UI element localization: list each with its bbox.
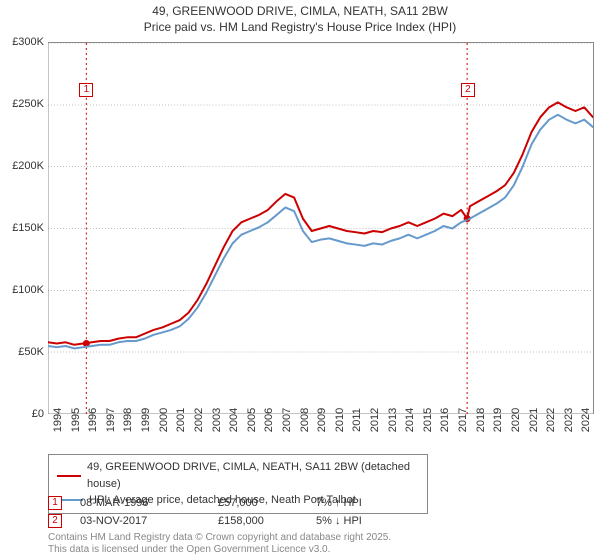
x-tick-label: 2012 xyxy=(369,408,381,432)
transaction-marker-badge: 1 xyxy=(48,496,62,510)
y-tick-label: £300K xyxy=(12,36,44,48)
footer-line1: Contains HM Land Registry data © Crown c… xyxy=(48,532,391,544)
x-tick-label: 1998 xyxy=(122,408,134,432)
x-tick-label: 2021 xyxy=(528,408,540,432)
x-tick-label: 2009 xyxy=(316,408,328,432)
x-tick-label: 1997 xyxy=(105,408,117,432)
x-tick-label: 1995 xyxy=(70,408,82,432)
chart-marker-badge: 2 xyxy=(461,83,475,97)
chart-plot-area: 12 xyxy=(48,42,594,414)
y-tick-label: £150K xyxy=(12,222,44,234)
y-tick-label: £250K xyxy=(12,98,44,110)
transaction-pct: 5% ↓ HPI xyxy=(316,515,416,527)
x-tick-label: 2013 xyxy=(387,408,399,432)
x-tick-label: 2002 xyxy=(193,408,205,432)
x-tick-label: 2024 xyxy=(580,408,592,432)
x-tick-label: 2001 xyxy=(175,408,187,432)
x-tick-label: 2018 xyxy=(475,408,487,432)
transaction-price: £158,000 xyxy=(218,515,298,527)
chart-container: 49, GREENWOOD DRIVE, CIMLA, NEATH, SA11 … xyxy=(0,0,600,560)
x-tick-label: 1996 xyxy=(87,408,99,432)
footer-attribution: Contains HM Land Registry data © Crown c… xyxy=(48,532,391,556)
legend-swatch xyxy=(57,475,81,477)
transaction-table: 1 08-MAR-1996 £57,000 7% ↑ HPI 2 03-NOV-2017 £… xyxy=(48,494,578,530)
x-tick-label: 2017 xyxy=(457,408,469,432)
x-tick-label: 2003 xyxy=(211,408,223,432)
x-tick-label: 2015 xyxy=(422,408,434,432)
x-tick-label: 2016 xyxy=(439,408,451,432)
x-tick-label: 2007 xyxy=(281,408,293,432)
footer-line2: This data is licensed under the Open Gov… xyxy=(48,544,391,556)
x-tick-label: 2008 xyxy=(299,408,311,432)
transaction-pct: 7% ↑ HPI xyxy=(316,497,416,509)
x-axis: 1994199519961997199819992000200120022003… xyxy=(48,414,594,454)
x-tick-label: 2000 xyxy=(158,408,170,432)
chart-svg xyxy=(48,43,593,414)
y-tick-label: £200K xyxy=(12,160,44,172)
x-tick-label: 2011 xyxy=(351,408,363,432)
chart-title-line1: 49, GREENWOOD DRIVE, CIMLA, NEATH, SA11 … xyxy=(0,0,600,20)
legend-label: 49, GREENWOOD DRIVE, CIMLA, NEATH, SA11 … xyxy=(87,459,419,492)
x-tick-label: 2005 xyxy=(246,408,258,432)
transaction-row: 1 08-MAR-1996 £57,000 7% ↑ HPI xyxy=(48,494,578,512)
y-tick-label: £0 xyxy=(32,408,44,420)
chart-title-line2: Price paid vs. HM Land Registry's House … xyxy=(0,20,600,36)
x-tick-label: 2022 xyxy=(545,408,557,432)
x-tick-label: 2004 xyxy=(228,408,240,432)
transaction-date: 08-MAR-1996 xyxy=(80,497,200,509)
transaction-price: £57,000 xyxy=(218,497,298,509)
transaction-date: 03-NOV-2017 xyxy=(80,515,200,527)
x-tick-label: 2010 xyxy=(334,408,346,432)
x-tick-label: 1999 xyxy=(140,408,152,432)
x-tick-label: 2014 xyxy=(404,408,416,432)
x-tick-label: 1994 xyxy=(52,408,64,432)
x-tick-label: 2019 xyxy=(492,408,504,432)
transaction-marker-badge: 2 xyxy=(48,514,62,528)
x-tick-label: 2023 xyxy=(563,408,575,432)
y-tick-label: £100K xyxy=(12,284,44,296)
y-axis: £0£50K£100K£150K£200K£250K£300K xyxy=(0,42,48,414)
transaction-row: 2 03-NOV-2017 £158,000 5% ↓ HPI xyxy=(48,512,578,530)
x-tick-label: 2006 xyxy=(263,408,275,432)
y-tick-label: £50K xyxy=(18,346,44,358)
legend-item: 49, GREENWOOD DRIVE, CIMLA, NEATH, SA11 … xyxy=(57,459,419,492)
x-tick-label: 2020 xyxy=(510,408,522,432)
chart-marker-badge: 1 xyxy=(79,83,93,97)
